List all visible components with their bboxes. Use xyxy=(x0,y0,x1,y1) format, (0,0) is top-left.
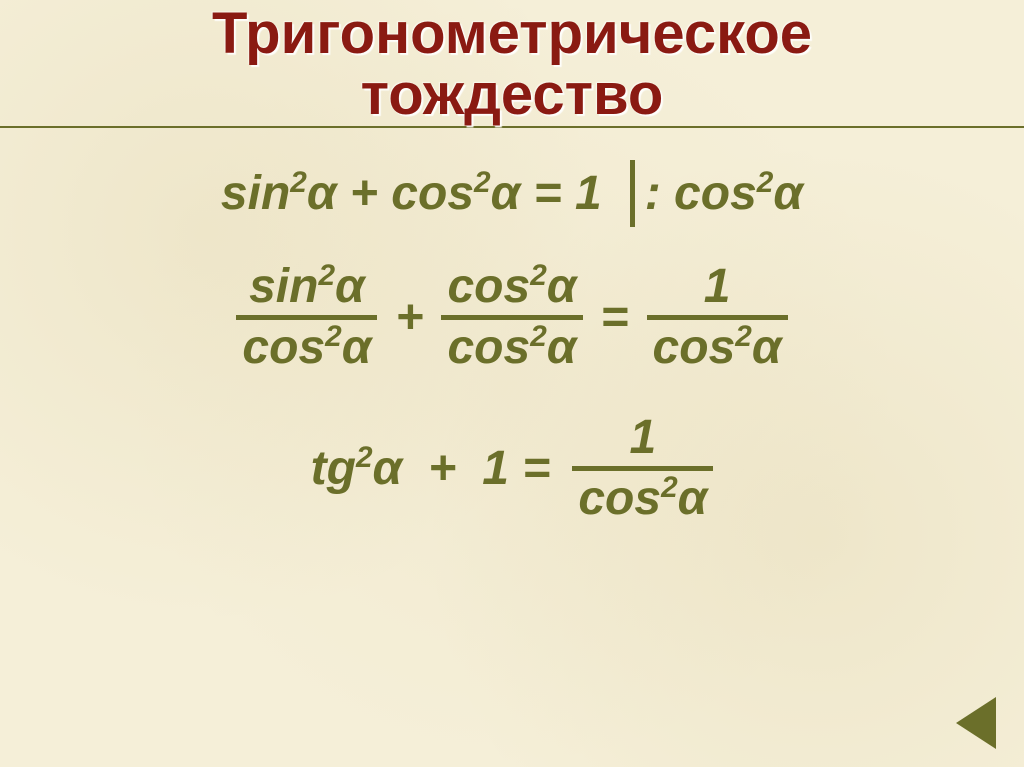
eq1-rhs-alpha: α xyxy=(773,167,803,220)
eq3-f-den: cos2α xyxy=(572,471,713,523)
eq3-lhs: tg2α xyxy=(311,441,403,496)
eq2-f3-num: 1 xyxy=(698,263,737,315)
eq2-equals: = xyxy=(583,290,647,345)
eq1-sup1: 2 xyxy=(290,166,307,199)
eq1-eq1: α = 1 xyxy=(491,167,602,220)
eq2-f3-den: cos2α xyxy=(647,320,788,372)
eq1-lhs: sin2α + cos2α = 1 xyxy=(221,166,602,221)
equation-3: tg2α + 1 = 1 cos2α xyxy=(40,414,984,523)
eq2-f1-den: cos2α xyxy=(236,320,377,372)
eq1-sin: sin xyxy=(221,167,290,220)
equation-1: sin2α + cos2α = 1 : cos2α xyxy=(40,166,984,221)
equation-2: sin2α cos2α + cos2α cos2α = 1 cos2α xyxy=(40,263,984,372)
eq2-frac1: sin2α cos2α xyxy=(236,263,377,372)
eq3-one: 1 = xyxy=(482,441,550,496)
eq2-f1-num: sin2α xyxy=(243,263,371,315)
slide-title: Тригонометрическое тождество xyxy=(0,0,1024,126)
vertical-divider xyxy=(630,160,635,227)
content-area: sin2α + cos2α = 1 : cos2α sin2α cos2α + … xyxy=(0,128,1024,523)
eq1-rhs-cos: : cos xyxy=(645,167,757,220)
title-line-1: Тригонометрическое xyxy=(0,4,1024,65)
eq2-f2-num: cos2α xyxy=(441,263,582,315)
eq1-sup3: 2 xyxy=(757,166,774,199)
title-line-2: тождество xyxy=(0,65,1024,126)
prev-arrow-button[interactable] xyxy=(956,697,996,749)
eq3-f-num: 1 xyxy=(624,414,663,466)
eq1-rhs: : cos2α xyxy=(645,166,803,221)
eq2-frac2: cos2α cos2α xyxy=(441,263,582,372)
eq3-plus: + xyxy=(402,441,482,496)
eq2-frac3: 1 cos2α xyxy=(647,263,788,372)
eq2-f2-den: cos2α xyxy=(441,320,582,372)
eq1-cos: α + cos xyxy=(307,167,474,220)
eq1-sup2: 2 xyxy=(474,166,491,199)
eq2-plus: + xyxy=(377,290,441,345)
eq3-frac: 1 cos2α xyxy=(572,414,713,523)
